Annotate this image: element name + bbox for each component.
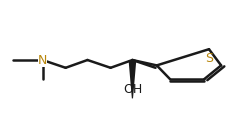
Polygon shape [129,60,136,98]
Text: OH: OH [123,83,142,96]
Text: S: S [205,52,213,65]
Text: N: N [38,54,47,66]
